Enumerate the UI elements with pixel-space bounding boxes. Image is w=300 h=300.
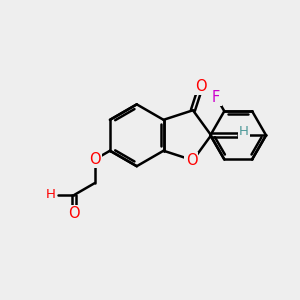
Text: O: O <box>89 152 100 167</box>
Text: F: F <box>212 90 220 105</box>
Text: H: H <box>239 125 249 138</box>
Text: H: H <box>46 188 56 201</box>
Text: O: O <box>186 153 197 168</box>
Text: O: O <box>68 206 80 221</box>
Text: O: O <box>195 79 206 94</box>
